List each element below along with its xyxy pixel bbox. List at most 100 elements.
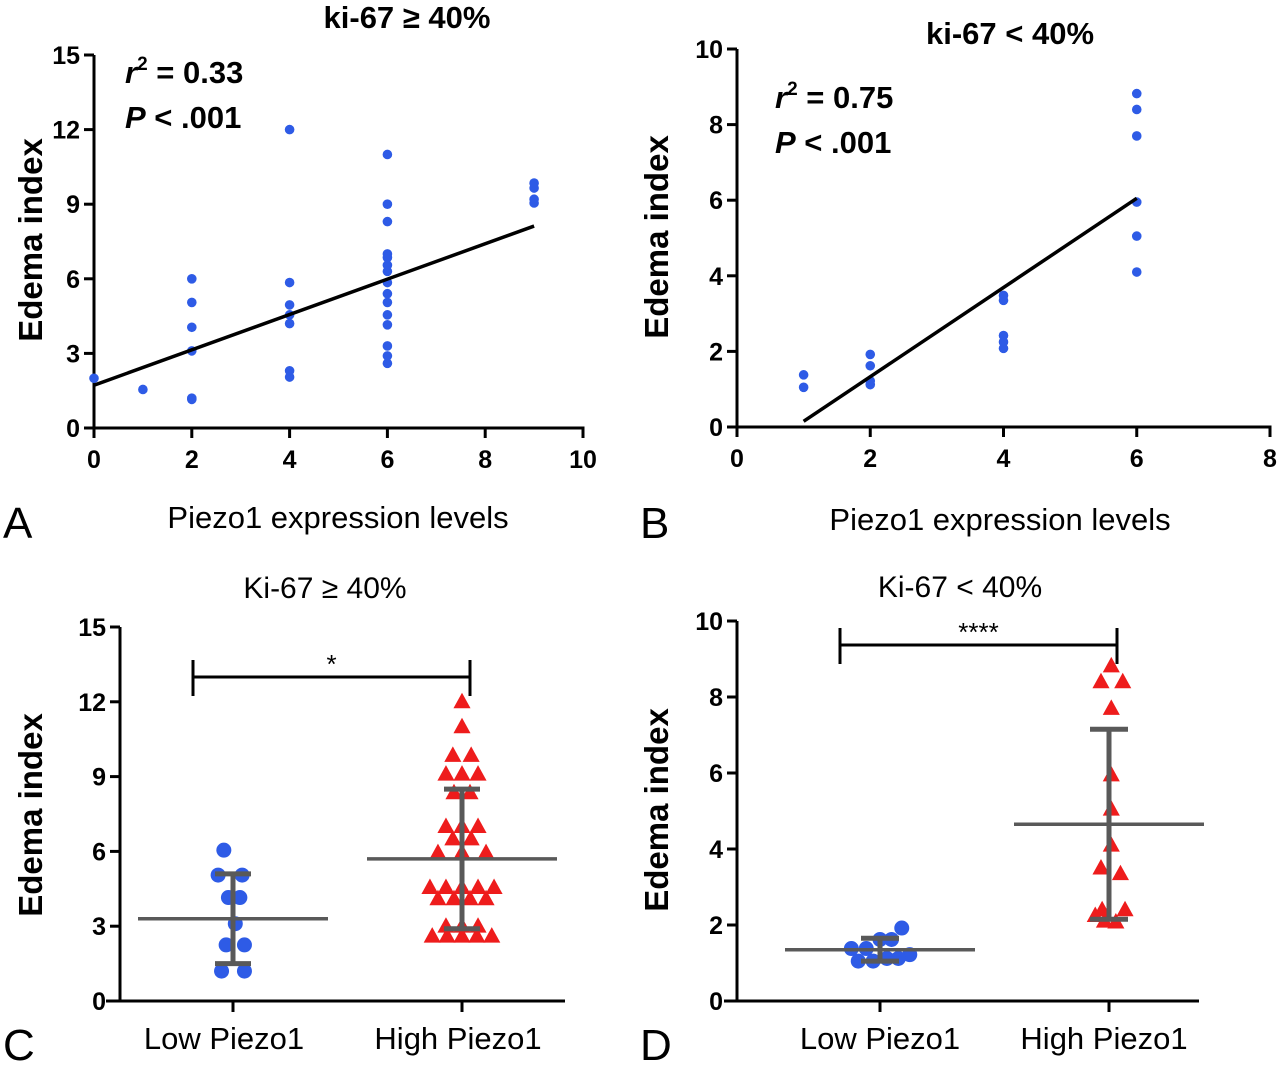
panel-c-high-data-point [485,878,503,895]
panel-a-data-point [382,249,393,259]
panel-d-category-high: High Piezo1 [1020,1021,1187,1056]
panel-b-x-tick-label: 8 [1263,445,1277,473]
panel-d-low-data-point [850,953,866,969]
panel-d-low-data-point [894,920,910,936]
panel-a: ki-67 ≥ 40% Edema index Piezo1 expressio… [3,0,597,548]
panel-b-r-squared: r2 = 0.75 [775,79,893,115]
panel-a-x-tick-label: 0 [87,446,101,474]
panel-a-data-point [284,318,295,329]
panel-d-y-tick-label: 8 [709,684,723,712]
panel-a-data-point [284,366,295,376]
panel-c-low-data-point [218,937,234,953]
panel-a-y-tick-label: 0 [66,415,80,443]
panel-a-x-tick-label: 4 [283,446,297,474]
panel-a-y-tick-label: 15 [52,42,80,70]
panel-c-high-data-point [469,878,487,895]
panel-c-high-data-point [469,765,487,781]
panel-d-low-data-point [890,950,906,966]
panel-a-data-point [382,216,393,227]
panel-c-high-data-point [477,843,495,860]
panel-b-y-tick-label: 2 [709,338,723,366]
panel-b-y-tick-label: 8 [709,112,723,140]
panel-d-letter: D [640,1021,672,1067]
panel-c-high-data-point [462,829,480,846]
panel-c-high-data-point [429,889,447,906]
panel-d-high-data-point [1092,672,1110,689]
panel-c-high-data-point [468,927,486,943]
panel-c-high-data-point [444,829,462,846]
panel-b-x-tick-label: 4 [997,445,1011,473]
panel-a-data-point [382,149,393,160]
panel-b-regression-line [802,196,1138,423]
panel-b-p-value: P < .001 [775,125,891,160]
panel-a-data-point [284,300,295,310]
panel-a-data-point [382,310,393,320]
panel-c-high-data-point [445,889,463,906]
panel-b-data-point [1131,267,1142,277]
panel-b-data-point [865,349,876,360]
panel-d-high-data-point [1092,859,1110,875]
panel-a-letter: A [3,499,33,548]
panel-b-x-axis-label: Piezo1 expression levels [829,502,1170,537]
panel-a-y-axis-label: Edema index [12,138,49,342]
panel-c-high-data-point [483,927,501,943]
panel-a-y-tick-label: 6 [66,266,80,294]
panel-b-data-point [998,290,1009,301]
panel-a-regression-line [93,224,535,387]
panel-c-low-data-point [216,842,232,858]
panel-a-data-point [382,341,393,351]
panel-a-data-point [529,178,539,188]
panel-c-low-data-point [236,937,252,953]
panel-c-high-data-point [421,878,439,895]
panel-c-high-data-point [437,765,455,781]
panel-b-data-point [865,360,876,371]
panel-a-y-tick-label: 9 [66,191,80,219]
panel-d: Ki-67 < 40% Edema index D Low Piezo1 Hig… [638,571,1204,1067]
panel-a-data-point [187,274,197,284]
panel-b-y-axis-label: Edema index [638,135,675,339]
panel-c-high-data-point [453,717,471,734]
panel-d-y-tick-label: 4 [709,836,723,864]
panel-c-letter: C [3,1021,35,1067]
panel-b-y-tick-label: 0 [709,414,723,442]
panel-a-y-tick-label: 3 [66,340,80,368]
panel-c-high-data-point [429,843,447,860]
panel-b-y-tick-label: 4 [709,263,723,291]
panel-c-y-tick-label: 15 [78,614,106,642]
panel-a-data-point [382,260,393,270]
panel-a-data-point [138,384,148,395]
panel-b-data-point [1131,131,1142,141]
panel-b-data-point [1131,104,1142,115]
panel-b-y-tick-label: 10 [695,36,723,64]
panel-c-low-data-point [236,963,252,979]
panel-c-category-high: High Piezo1 [374,1021,541,1056]
panel-b-data-point [1131,231,1142,241]
panel-b-x-tick-label: 6 [1130,445,1144,473]
panel-c-high-data-point [477,889,495,906]
panel-d-high-data-point [1116,900,1134,917]
panel-a-data-point [187,297,197,308]
panel-a-data-point [284,277,295,288]
panel-a-x-tick-label: 10 [569,446,597,474]
panel-b-x-tick-label: 0 [730,445,744,473]
panel-a-data-point [187,322,197,333]
panel-c-y-tick-label: 0 [92,988,106,1016]
panel-a-x-tick-label: 6 [380,446,394,474]
panel-c-low-data-point [214,963,230,979]
panel-c-high-data-point [462,746,480,762]
panel-b: ki-67 < 40% Edema index Piezo1 expressio… [638,16,1277,548]
panel-d-y-tick-label: 2 [709,912,723,940]
panel-c-low-data-point [232,890,248,906]
panel-b-data-point [798,370,809,380]
panel-c-title: Ki-67 ≥ 40% [243,572,406,605]
panel-a-x-tick-label: 2 [185,446,199,474]
panel-c-high-data-point [444,746,462,762]
panel-a-data-point [284,124,295,135]
panel-c-significance-label: * [326,649,336,679]
panel-d-high-data-point [1114,672,1132,689]
panel-d-category-low: Low Piezo1 [800,1021,960,1056]
panel-a-data-point [529,194,539,205]
panel-d-significance-label: **** [958,617,998,647]
panel-a-r-squared: r2 = 0.33 [125,54,243,90]
